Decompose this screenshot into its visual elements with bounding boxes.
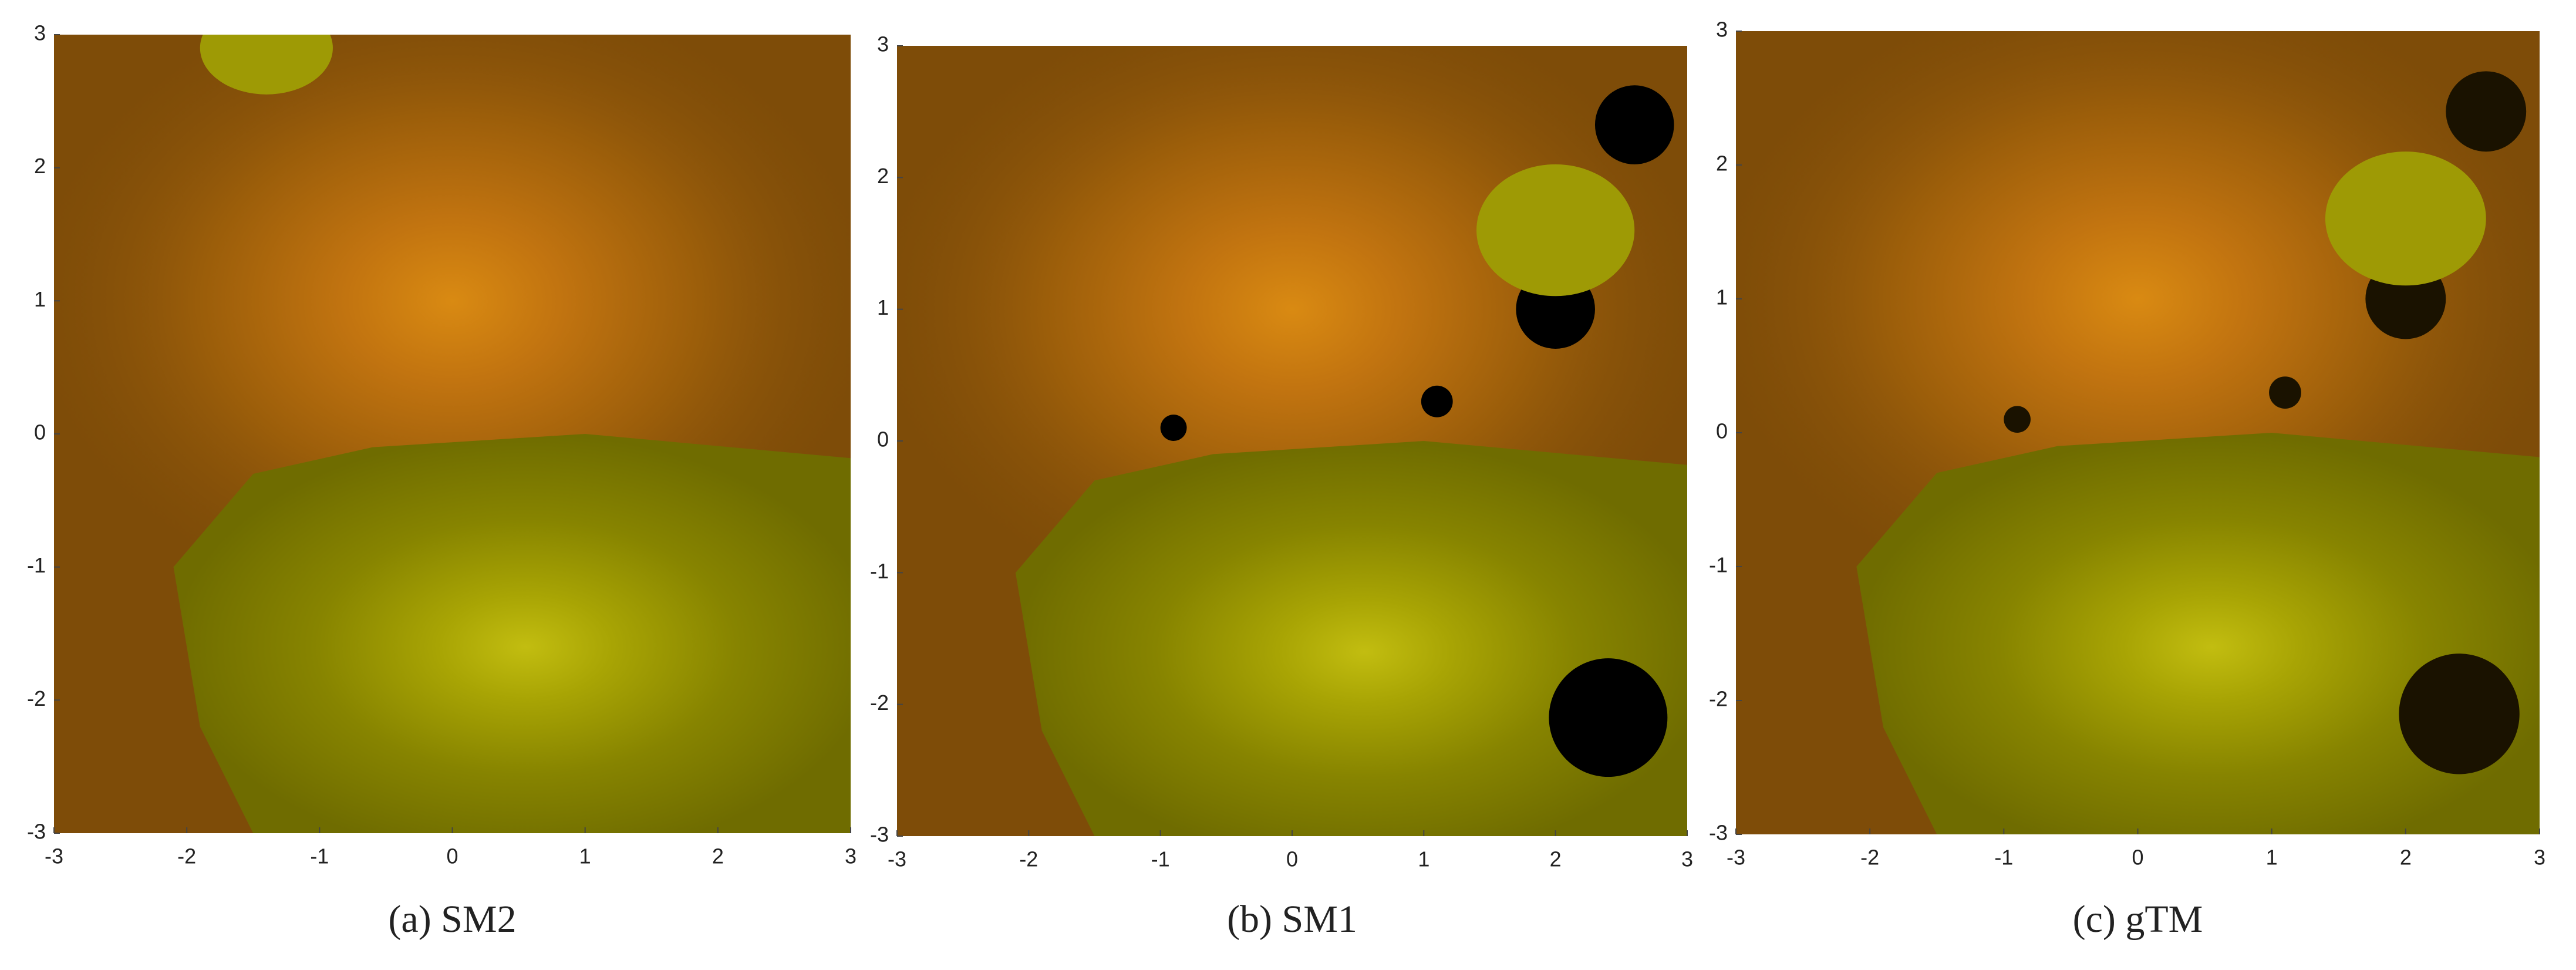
y-tick-label: 0 (877, 427, 889, 452)
x-tick-label: 0 (1286, 847, 1298, 871)
x-tick-label: -1 (310, 844, 329, 868)
panel: -3 -2 -1 0 1 2 3 -3 -2 -1 0 1 2 3 (c) gTM (1709, 18, 2545, 941)
x-tick-label: -2 (1860, 846, 1879, 870)
panel-caption: (c) gTM (2073, 898, 2203, 941)
y-tick-label: 1 (877, 295, 889, 319)
basin-image (1736, 31, 2540, 834)
fractal-boundary (1549, 658, 1668, 777)
basin-image (54, 35, 851, 833)
x-tick-label: -3 (45, 844, 63, 868)
y-tick-label: 2 (34, 154, 46, 178)
basin-green (173, 434, 851, 833)
y-tick-label: 2 (877, 164, 889, 188)
y-tick-label: -1 (27, 553, 46, 577)
fractal-boundary (2446, 71, 2527, 152)
y-tick-label: 0 (34, 420, 46, 444)
panel: -3 -2 -1 0 1 2 3 -3 -2 -1 0 1 2 3 (a) SM2 (27, 21, 857, 941)
x-tick-label: 2 (1550, 847, 1562, 871)
x-tick-label: 3 (845, 844, 857, 868)
x-tick-label: 2 (712, 844, 724, 868)
x-tick-label: -3 (1727, 846, 1745, 870)
fractal-boundary (1160, 415, 1187, 441)
y-tick-label: -3 (27, 820, 46, 844)
basin-green-upper (200, 35, 333, 95)
y-tick-label: 2 (1716, 151, 1728, 176)
fractal-boundary (2004, 406, 2031, 433)
panel-caption: (a) SM2 (388, 898, 516, 941)
x-tick-label: 1 (579, 844, 591, 868)
y-tick-label: 1 (34, 287, 46, 311)
basin-green-upper (1476, 164, 1635, 297)
y-tick-label: -1 (1709, 553, 1728, 577)
fractal-boundary (1421, 385, 1453, 417)
y-tick-label: -1 (870, 559, 889, 583)
x-tick-label: -1 (1151, 847, 1170, 871)
x-tick-label: 3 (1681, 847, 1693, 871)
y-tick-label: 3 (34, 21, 46, 45)
x-tick-label: -3 (888, 847, 906, 871)
y-tick-label: -2 (870, 691, 889, 715)
x-tick-label: -2 (177, 844, 196, 868)
panel: -3 -2 -1 0 1 2 3 -3 -2 -1 0 1 2 3 (b) SM1 (870, 32, 1693, 941)
x-tick-label: 2 (2400, 846, 2412, 870)
fractal-boundary (2399, 654, 2520, 774)
x-tick-label: 1 (2266, 846, 2278, 870)
basin-green (1015, 441, 1687, 836)
basin-green-upper (2325, 151, 2486, 286)
fractal-boundary (2269, 376, 2301, 409)
x-tick-label: 0 (446, 844, 458, 868)
basin-image (897, 46, 1687, 836)
x-tick-label: -1 (1994, 846, 2013, 870)
y-tick-label: -2 (27, 686, 46, 710)
x-tick-label: 3 (2534, 846, 2545, 870)
x-tick-label: 1 (1418, 847, 1429, 871)
basin-green (1856, 433, 2540, 834)
y-tick-label: -3 (870, 823, 889, 847)
x-tick-label: 0 (2132, 846, 2143, 870)
y-tick-label: 1 (1716, 285, 1728, 309)
panel-caption: (b) SM1 (1227, 898, 1357, 941)
y-tick-label: 3 (1716, 18, 1728, 42)
y-tick-label: 0 (1716, 419, 1728, 443)
fractal-boundary (1594, 85, 1674, 164)
y-tick-label: 3 (877, 32, 889, 56)
y-tick-label: -3 (1709, 821, 1728, 845)
y-tick-label: -2 (1709, 687, 1728, 711)
x-tick-label: -2 (1019, 847, 1038, 871)
